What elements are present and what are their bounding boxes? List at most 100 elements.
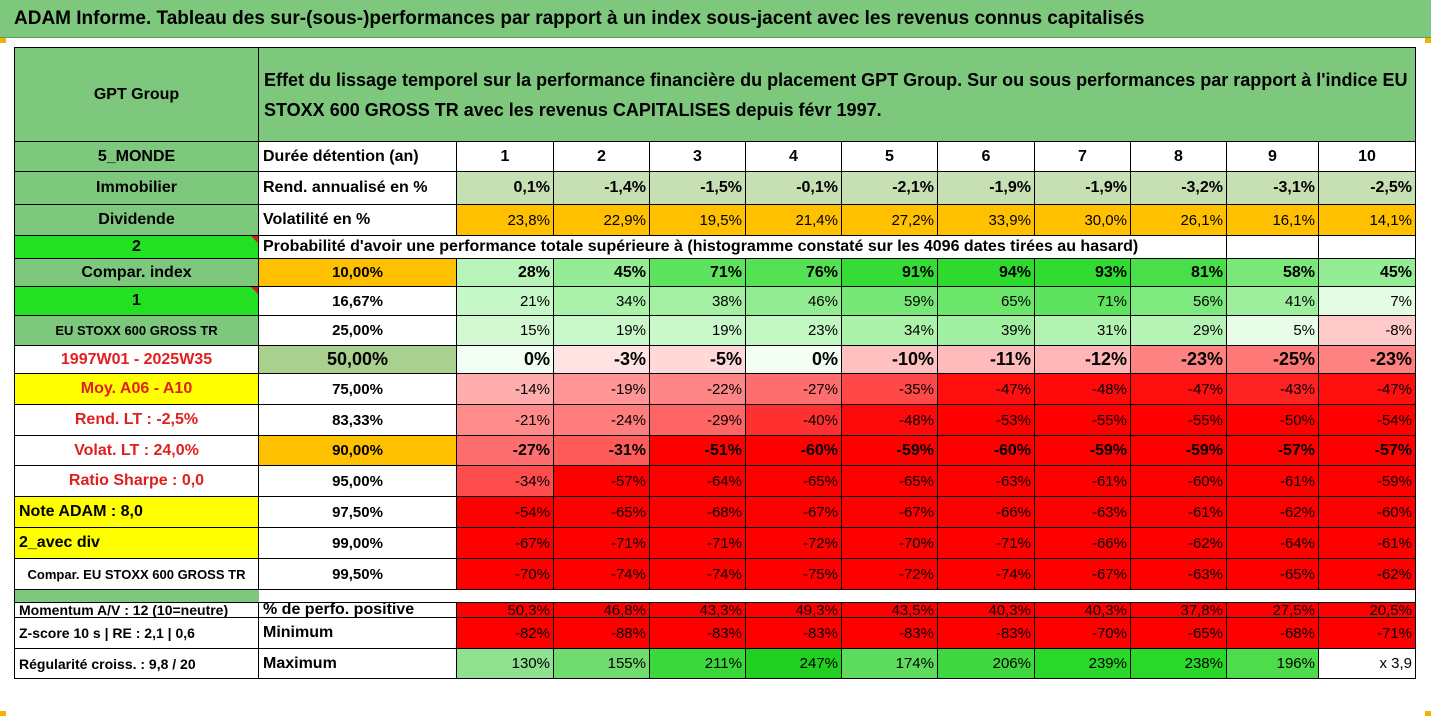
corner-marker-bottom-left [0,711,6,716]
positive-value: 20,5% [1319,603,1416,618]
blank-cell [1227,236,1319,259]
side-label-text: Volat. LT : 24,0% [74,441,199,459]
probability-value: -27% [746,374,842,405]
probability-value-text: -55% [1091,411,1127,429]
year-header-text: 5 [885,147,894,165]
probability-value-text: -23% [1369,349,1412,369]
maximum-label-text: Maximum [263,654,337,672]
vol-value-text: 21,4% [795,211,838,229]
year-header: 7 [1035,142,1131,172]
positive-value: 40,3% [938,603,1035,618]
probability-value: -25% [1227,346,1319,374]
sector-label-text: Immobilier [96,179,177,196]
probability-value: -57% [554,466,650,497]
percentile-threshold-text: 90,00% [332,442,383,459]
percentile-threshold-text: 16,67% [332,292,383,310]
zone-label: 5_MONDE [14,142,259,172]
rend-value: -1,9% [1035,172,1131,205]
probability-value-text: -29% [706,411,742,429]
probability-value: -12% [1035,346,1131,374]
probability-value: -5% [650,346,746,374]
probability-value-text: -57% [610,472,646,490]
probability-value-text: -61% [1279,472,1315,490]
probability-value-text: -74% [995,565,1031,583]
year-header: 3 [650,142,746,172]
probability-value: 93% [1035,259,1131,287]
percentile-threshold-text: 25,00% [332,322,383,339]
rend-value-text: -3,1% [1273,179,1315,196]
positive-value: 43,3% [650,603,746,618]
vol-value: 27,2% [842,205,938,236]
probability-value: 5% [1227,316,1319,346]
rend-value: -1,4% [554,172,650,205]
maximum-value-text: 174% [895,655,934,672]
probability-value: 0% [457,346,554,374]
probability-value: -34% [457,466,554,497]
zscore-label-text: Z-score 10 s | RE : 2,1 | 0,6 [19,625,195,641]
probability-value: -27% [457,436,554,466]
rend-value: -2,1% [842,172,938,205]
side-label-text: Moy. A06 - A10 [80,380,193,397]
probability-value: -31% [554,436,650,466]
vol-value: 26,1% [1131,205,1227,236]
probability-value-text: -72% [898,565,934,583]
vol-value: 22,9% [554,205,650,236]
company-name: GPT Group [14,47,259,142]
vol-value-text: 22,9% [603,211,646,229]
vol-value-text: 33,9% [988,211,1031,229]
momentum-label: Momentum A/V : 12 (10=neutre) [14,603,259,618]
probability-value: 31% [1035,316,1131,346]
probability-value-text: 56% [1192,292,1223,310]
side-label-text: Rend. LT : -2,5% [74,411,199,428]
probability-value: 23% [746,316,842,346]
probability-value: 38% [650,287,746,316]
probability-value: 71% [650,259,746,287]
maximum-value-text: 238% [1184,655,1223,672]
percentile-threshold: 90,00% [259,436,457,466]
side-label-text: Compar. EU STOXX 600 GROSS TR [27,566,246,582]
positive-label: % de perfo. positive [259,603,457,618]
rend-value-text: -1,5% [700,179,742,196]
probability-value-text: 0% [811,349,838,369]
positive-label-text: % de perfo. positive [263,603,415,618]
vol-value: 33,9% [938,205,1035,236]
minimum-value-text: -83% [706,624,742,642]
spacer [259,590,1416,603]
probability-value: -29% [650,405,746,436]
positive-value-text: 20,5% [1369,603,1412,618]
spacer-green [14,590,259,603]
maximum-value-text: 239% [1088,655,1127,672]
momentum-label-text: Momentum A/V : 12 (10=neutre) [19,603,229,618]
probability-value: -63% [938,466,1035,497]
corner-marker-right [1425,38,1431,43]
maximum-value-text: 211% [704,655,742,672]
probability-value: 76% [746,259,842,287]
side-label-text: 1 [132,292,141,309]
probability-value-text: -60% [1376,503,1412,521]
vol-value-text: 27,2% [891,211,934,229]
probability-value: 21% [457,287,554,316]
rend-value-text: -2,5% [1370,179,1412,196]
probability-value-text: -19% [610,380,646,398]
probability-value: 91% [842,259,938,287]
probability-value-text: -25% [1272,349,1315,369]
probability-value-text: -60% [800,441,838,459]
probability-value: -60% [746,436,842,466]
probability-value-text: 71% [1096,292,1127,310]
probability-value: -55% [1035,405,1131,436]
probability-value-text: -53% [995,411,1031,429]
maximum-value-text: x 3,9 [1379,655,1412,672]
probability-value: -47% [1131,374,1227,405]
side-label: Rend. LT : -2,5% [14,405,259,436]
vol-value: 16,1% [1227,205,1319,236]
probability-value: -72% [746,528,842,559]
side-label: 1997W01 - 2025W35 [14,346,259,374]
probability-value: -65% [746,466,842,497]
dividend-label-text: Dividende [98,211,175,228]
percentile-threshold: 83,33% [259,405,457,436]
probability-value-text: -57% [1277,441,1315,459]
probability-value-text: -60% [993,441,1031,459]
probability-value: -66% [938,497,1035,528]
probability-value-text: -65% [802,472,838,490]
probability-value: -8% [1319,316,1416,346]
